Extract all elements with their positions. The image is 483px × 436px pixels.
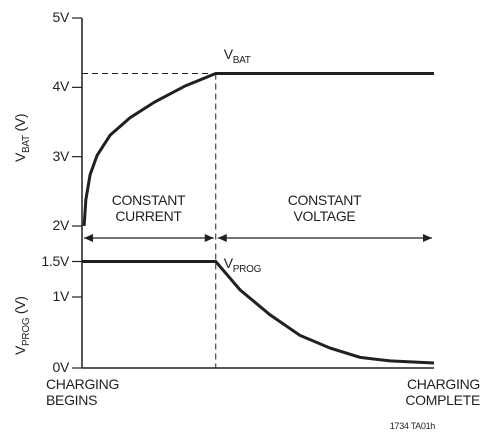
y-label-unit: (V) (12, 113, 28, 136)
figure-id: 1734 TA01h (389, 421, 436, 431)
series-line (82, 71, 434, 227)
series-label-sub: PROG (232, 263, 262, 275)
y-tick-label: 5V (52, 9, 69, 25)
series-label-sub: BAT (232, 55, 251, 67)
series-label: VPROG (223, 254, 262, 275)
y-label-main: V (12, 152, 28, 162)
arrow-head (84, 234, 93, 242)
y-axis-label: VBAT (V) (12, 113, 32, 162)
series-label-main: V (223, 254, 233, 271)
y-tick-label: 2V (52, 217, 69, 233)
y-label-sub: PROG (21, 317, 32, 346)
y-axis-label: VPROG (V) (12, 296, 32, 355)
y-label-sub: BAT (21, 135, 32, 153)
series-line (82, 260, 435, 365)
y-tick-label: 0V (52, 359, 69, 375)
x-tick-label: CHARGING COMPLETE (405, 376, 480, 408)
y-tick-label: 1.5V (41, 252, 69, 269)
x-tick-label: CHARGING BEGINS (46, 376, 120, 408)
y-label-main: V (12, 345, 28, 355)
series-label: VBAT (223, 46, 251, 67)
y-label-unit: (V) (12, 296, 28, 318)
series-label-main: V (223, 46, 233, 63)
phase-label: CONSTANT CURRENT (111, 192, 186, 224)
y-tick-label: 3V (52, 147, 69, 164)
y-tick-label: 4V (52, 78, 69, 95)
arrow-head (217, 234, 227, 242)
y-tick-label: 1V (52, 288, 69, 304)
arrow-head (204, 234, 214, 242)
phase-label: CONSTANT VOLTAGE (287, 192, 362, 224)
arrow-head (423, 234, 432, 242)
